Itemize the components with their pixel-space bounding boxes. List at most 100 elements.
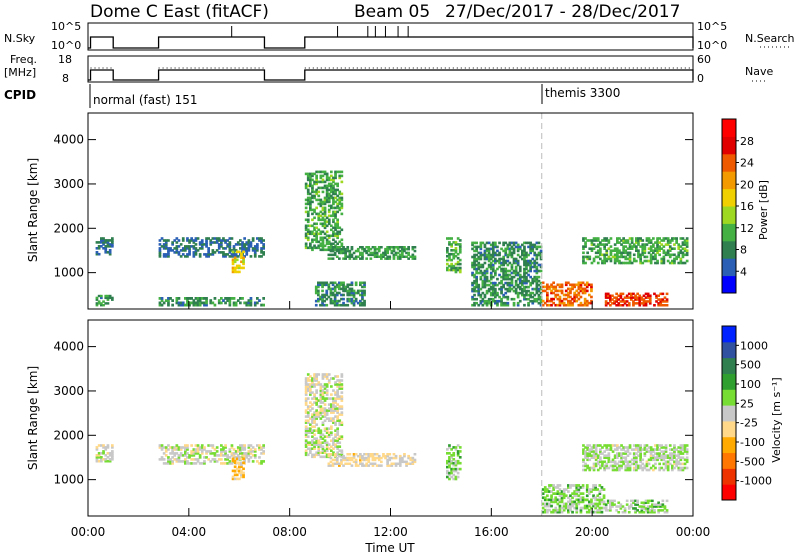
heatmap-cell xyxy=(179,452,183,455)
heatmap-cell xyxy=(668,239,672,242)
heatmap-cell xyxy=(409,462,413,465)
heatmap-cell xyxy=(637,239,640,242)
heatmap-cell xyxy=(394,253,398,257)
heatmap-cell xyxy=(394,251,398,255)
heatmap-cell xyxy=(485,255,489,259)
heatmap-cell xyxy=(230,454,234,457)
heatmap-cell xyxy=(450,243,453,246)
heatmap-cell xyxy=(205,303,208,307)
heatmap-cell xyxy=(477,245,481,249)
heatmap-cell xyxy=(582,247,585,250)
heatmap-cell xyxy=(171,243,174,246)
heatmap-cell xyxy=(319,186,323,190)
heatmap-cell xyxy=(304,182,308,186)
heatmap-cell xyxy=(583,291,587,295)
heatmap-cell xyxy=(330,242,333,246)
heatmap-cell xyxy=(188,456,191,459)
heatmap-cell xyxy=(239,450,242,453)
heatmap-cell xyxy=(599,460,602,464)
heatmap-cell xyxy=(626,462,630,466)
heatmap-cell xyxy=(315,234,318,238)
heatmap-cell xyxy=(596,251,600,255)
heatmap-cell xyxy=(525,291,528,295)
heatmap-cell xyxy=(338,421,342,424)
heatmap-cell xyxy=(111,237,114,240)
heatmap-cell xyxy=(311,178,314,182)
heatmap-cell xyxy=(679,458,683,462)
heatmap-cell xyxy=(361,454,364,458)
heatmap-cell xyxy=(588,504,591,508)
heatmap-cell xyxy=(642,300,646,303)
heatmap-cell xyxy=(677,454,681,457)
heatmap-cell xyxy=(352,454,356,458)
heatmap-cell xyxy=(407,247,410,251)
heatmap-cell xyxy=(562,301,566,305)
heatmap-cell xyxy=(179,303,183,307)
heatmap-cell xyxy=(577,297,581,301)
heatmap-cell xyxy=(233,268,237,272)
heatmap-cell xyxy=(331,299,335,303)
heatmap-cell xyxy=(331,253,335,257)
heatmap-cell xyxy=(375,464,379,467)
heatmap-cell xyxy=(232,456,236,459)
colorbar-tick-label: 20 xyxy=(740,178,754,191)
heatmap-cell xyxy=(632,454,636,457)
heatmap-cell xyxy=(599,257,602,261)
heatmap-cell xyxy=(590,261,594,265)
heatmap-cell xyxy=(256,249,259,252)
heatmap-cell xyxy=(543,490,547,493)
heatmap-cell xyxy=(646,507,650,510)
heatmap-cell xyxy=(602,500,606,504)
heatmap-cell xyxy=(330,214,333,218)
heatmap-cell xyxy=(588,257,592,261)
heatmap-cell xyxy=(253,247,257,250)
heatmap-cell xyxy=(683,444,687,447)
heatmap-cell xyxy=(475,297,478,301)
heatmap-cell xyxy=(628,460,632,464)
heatmap-cell xyxy=(306,443,310,446)
heatmap-cell xyxy=(200,245,204,248)
heatmap-cell xyxy=(662,237,666,240)
heatmap-cell xyxy=(319,180,323,184)
heatmap-cell xyxy=(529,267,532,271)
heatmap-cell xyxy=(616,239,619,242)
heatmap-cell xyxy=(567,299,570,303)
heatmap-cell xyxy=(336,427,339,430)
heatmap-cell xyxy=(398,454,402,458)
heatmap-cell xyxy=(479,253,483,257)
heatmap-cell xyxy=(446,249,449,252)
heatmap-cell xyxy=(319,409,323,412)
heatmap-cell xyxy=(632,458,636,462)
heatmap-cell xyxy=(158,253,162,256)
heatmap-cell xyxy=(311,383,314,386)
heatmap-cell xyxy=(475,285,478,289)
heatmap-cell xyxy=(226,239,229,242)
heatmap-cell xyxy=(531,245,535,249)
heatmap-cell xyxy=(336,236,339,240)
heatmap-cell xyxy=(100,304,103,307)
heatmap-cell xyxy=(548,303,551,307)
heatmap-cell xyxy=(604,509,608,512)
heatmap-cell xyxy=(603,454,606,457)
heatmap-cell xyxy=(543,486,547,489)
heatmap-cell xyxy=(483,251,487,255)
heatmap-cell xyxy=(365,249,368,253)
heatmap-cell xyxy=(317,246,321,250)
heatmap-cell xyxy=(539,249,543,253)
heatmap-cell xyxy=(332,196,335,200)
heatmap-cell xyxy=(315,246,318,250)
heatmap-cell xyxy=(592,504,595,508)
heatmap-cell xyxy=(354,297,358,301)
heatmap-cell xyxy=(306,230,310,234)
heatmap-cell xyxy=(330,449,333,452)
heatmap-cell xyxy=(260,237,263,240)
heatmap-cell xyxy=(666,456,670,459)
heatmap-cell xyxy=(590,289,593,293)
heatmap-cell xyxy=(398,255,402,258)
heatmap-cell xyxy=(657,505,660,508)
heatmap-cell xyxy=(665,304,669,307)
heatmap-cell xyxy=(354,458,358,462)
heatmap-cell xyxy=(171,456,174,459)
heatmap-cell xyxy=(500,287,503,291)
heatmap-cell xyxy=(554,500,558,504)
